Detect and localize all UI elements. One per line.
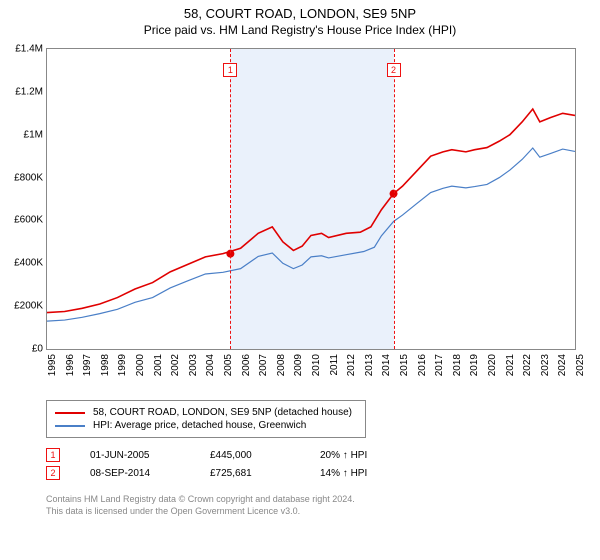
legend-swatch bbox=[55, 412, 85, 414]
x-axis-label: 1998 bbox=[100, 354, 111, 376]
annotation-row: 1 01-JUN-2005 £445,000 20% ↑ HPI bbox=[46, 448, 576, 462]
x-axis-label: 2015 bbox=[399, 354, 410, 376]
y-axis-label: £1M bbox=[24, 129, 43, 140]
x-axis-label: 2000 bbox=[135, 354, 146, 376]
x-axis-label: 1997 bbox=[82, 354, 93, 376]
plot-region: £0£200K£400K£600K£800K£1M£1.2M£1.4M19951… bbox=[46, 48, 576, 350]
chart-subtitle: Price paid vs. HM Land Registry's House … bbox=[0, 23, 600, 37]
x-axis-label: 2017 bbox=[434, 354, 445, 376]
x-axis-label: 2006 bbox=[241, 354, 252, 376]
x-axis-label: 2013 bbox=[364, 354, 375, 376]
legend-label: HPI: Average price, detached house, Gree… bbox=[93, 420, 306, 431]
x-axis-label: 2005 bbox=[223, 354, 234, 376]
annotation-date: 08-SEP-2014 bbox=[90, 468, 180, 479]
annotation-date: 01-JUN-2005 bbox=[90, 450, 180, 461]
x-axis-label: 2011 bbox=[329, 354, 340, 376]
chart-title: 58, COURT ROAD, LONDON, SE9 5NP bbox=[0, 6, 600, 21]
x-axis-label: 2023 bbox=[540, 354, 551, 376]
x-axis-label: 2014 bbox=[381, 354, 392, 376]
legend-label: 58, COURT ROAD, LONDON, SE9 5NP (detache… bbox=[93, 407, 352, 418]
y-axis-label: £600K bbox=[14, 215, 43, 226]
annotation-marker-box: 2 bbox=[46, 466, 60, 480]
x-axis-label: 2010 bbox=[311, 354, 322, 376]
x-axis-label: 2021 bbox=[505, 354, 516, 376]
annotation-hpi: 14% ↑ HPI bbox=[320, 468, 367, 479]
x-axis-label: 2019 bbox=[469, 354, 480, 376]
x-axis-label: 1996 bbox=[65, 354, 76, 376]
footnote-line: This data is licensed under the Open Gov… bbox=[46, 506, 576, 518]
chart-area: £0£200K£400K£600K£800K£1M£1.2M£1.4M19951… bbox=[46, 48, 576, 368]
x-axis-label: 2008 bbox=[276, 354, 287, 376]
x-axis-label: 2002 bbox=[170, 354, 181, 376]
x-axis-label: 2016 bbox=[417, 354, 428, 376]
legend-swatch bbox=[55, 425, 85, 427]
legend-block: 58, COURT ROAD, LONDON, SE9 5NP (detache… bbox=[46, 400, 576, 517]
x-axis-label: 2003 bbox=[188, 354, 199, 376]
legend-item: 58, COURT ROAD, LONDON, SE9 5NP (detache… bbox=[55, 407, 357, 418]
footnote: Contains HM Land Registry data © Crown c… bbox=[46, 494, 576, 517]
legend-box: 58, COURT ROAD, LONDON, SE9 5NP (detache… bbox=[46, 400, 366, 438]
series-line-blue bbox=[47, 148, 575, 321]
marker-line bbox=[230, 49, 231, 349]
chart-svg bbox=[47, 49, 575, 349]
footnote-line: Contains HM Land Registry data © Crown c… bbox=[46, 494, 576, 506]
x-axis-label: 2025 bbox=[575, 354, 586, 376]
x-axis-label: 2022 bbox=[522, 354, 533, 376]
marker-line bbox=[394, 49, 395, 349]
legend-item: HPI: Average price, detached house, Gree… bbox=[55, 420, 357, 431]
annotation-table: 1 01-JUN-2005 £445,000 20% ↑ HPI 2 08-SEP-201… bbox=[46, 448, 576, 480]
annotation-marker-box: 1 bbox=[46, 448, 60, 462]
y-axis-label: £1.4M bbox=[15, 44, 43, 55]
x-axis-label: 2020 bbox=[487, 354, 498, 376]
marker-box: 2 bbox=[387, 63, 401, 77]
annotation-price: £445,000 bbox=[210, 450, 290, 461]
annotation-hpi: 20% ↑ HPI bbox=[320, 450, 367, 461]
y-axis-label: £0 bbox=[32, 344, 43, 355]
x-axis-label: 2007 bbox=[258, 354, 269, 376]
x-axis-label: 1995 bbox=[47, 354, 58, 376]
annotation-price: £725,681 bbox=[210, 468, 290, 479]
series-line-red bbox=[47, 109, 575, 313]
y-axis-label: £800K bbox=[14, 172, 43, 183]
x-axis-label: 2009 bbox=[293, 354, 304, 376]
y-axis-label: £400K bbox=[14, 258, 43, 269]
annotation-row: 2 08-SEP-2014 £725,681 14% ↑ HPI bbox=[46, 466, 576, 480]
y-axis-label: £200K bbox=[14, 301, 43, 312]
x-axis-label: 2012 bbox=[346, 354, 357, 376]
x-axis-label: 1999 bbox=[117, 354, 128, 376]
marker-box: 1 bbox=[223, 63, 237, 77]
x-axis-label: 2001 bbox=[153, 354, 164, 376]
y-axis-label: £1.2M bbox=[15, 86, 43, 97]
x-axis-label: 2018 bbox=[452, 354, 463, 376]
x-axis-label: 2024 bbox=[557, 354, 568, 376]
x-axis-label: 2004 bbox=[205, 354, 216, 376]
